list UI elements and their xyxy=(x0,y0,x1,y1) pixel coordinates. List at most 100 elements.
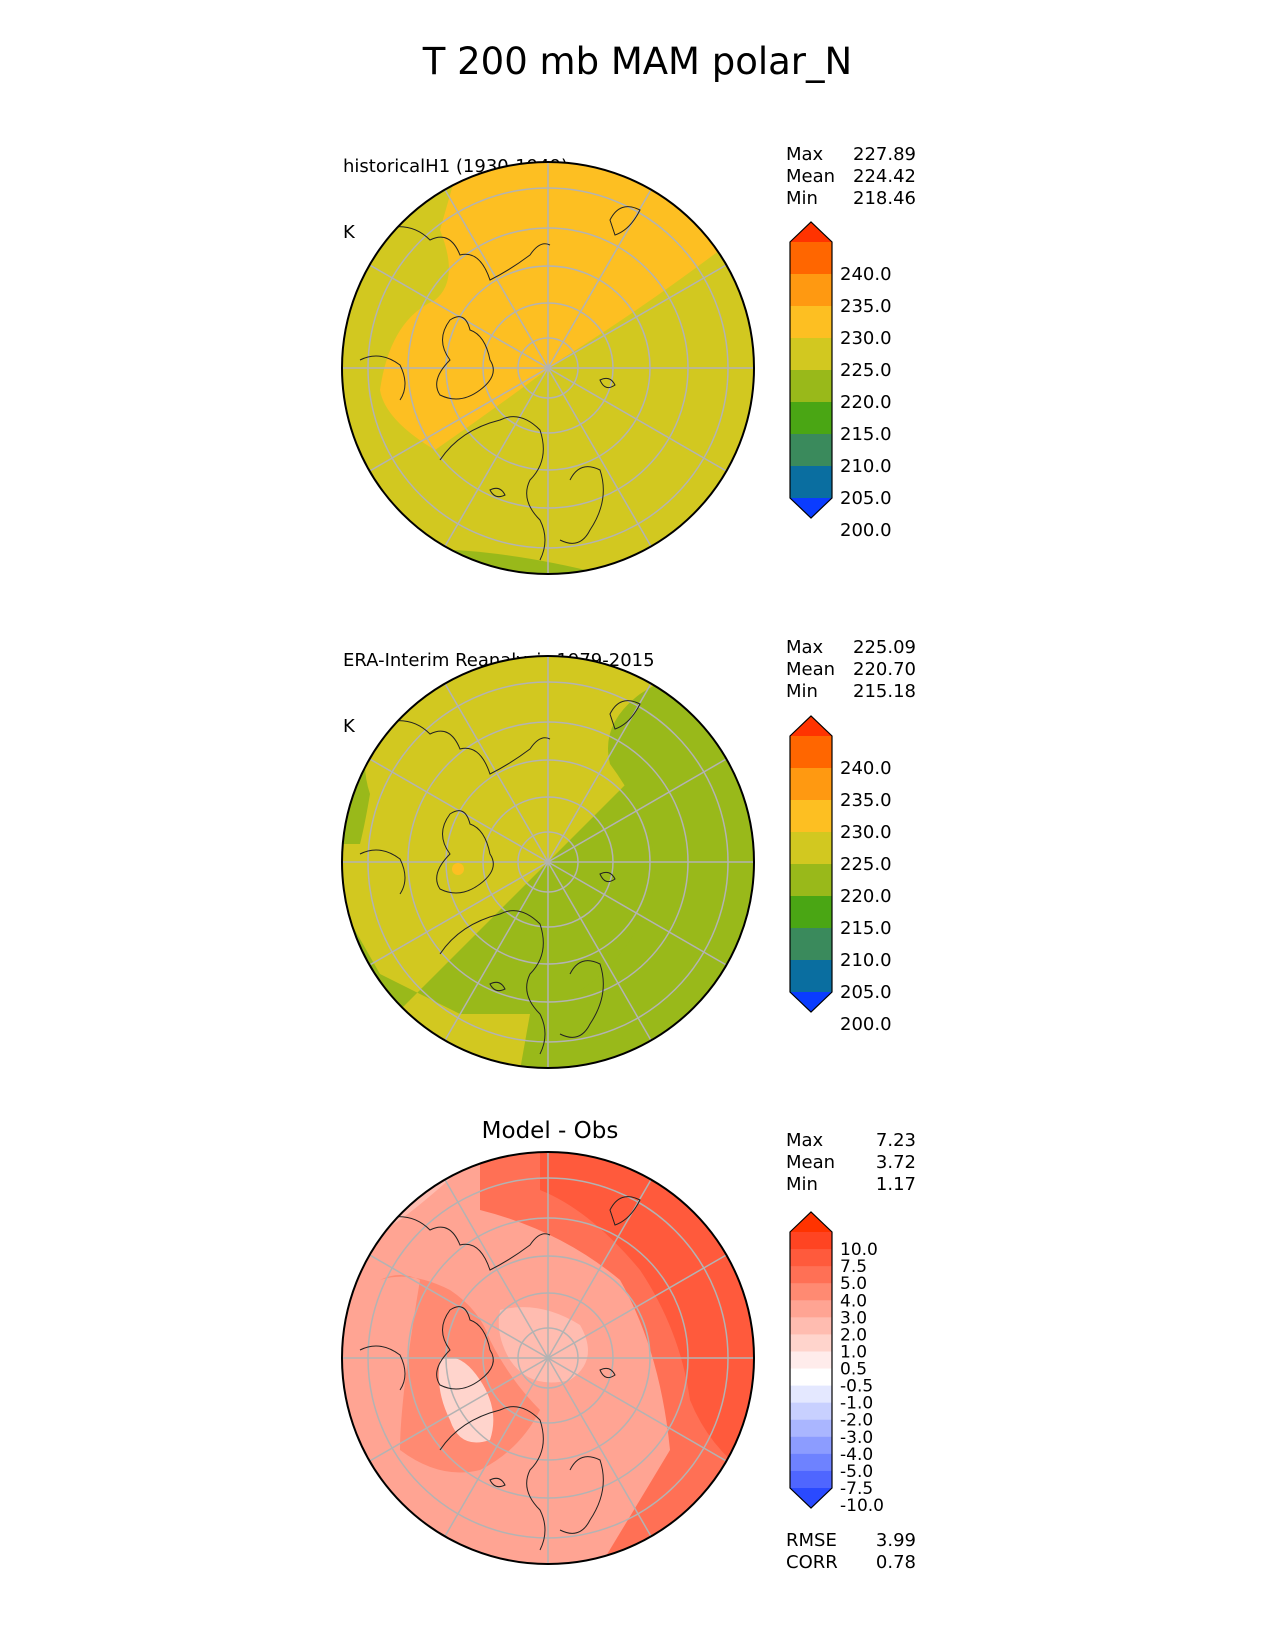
colorbar-tick-label: -4.0 xyxy=(840,1445,873,1465)
graticule xyxy=(342,1152,754,1564)
colorbar-extend-max xyxy=(790,1212,832,1232)
colorbar-band xyxy=(790,1232,832,1250)
colorbar-band xyxy=(790,1266,832,1284)
colorbar-tick-label: 0.5 xyxy=(840,1360,867,1380)
colorbar-band xyxy=(790,402,832,435)
region-215-220-east xyxy=(530,656,754,1068)
stat-mean: Mean 220.70 xyxy=(786,659,916,680)
stat-min: Min 215.18 xyxy=(786,681,916,702)
figure-title: T 200 mb MAM polar_N xyxy=(422,40,853,83)
colorbar-tick-label: 220.0 xyxy=(840,886,892,907)
colorbar-tick-label: 1.0 xyxy=(840,1342,867,1362)
panel-diff-stats: Max 7.23 Mean 3.72 Min 1.17 xyxy=(786,1130,916,1196)
panel-reference-stats: Max 225.09 Mean 220.70 Min 215.18 xyxy=(786,637,916,703)
stat-max: Max 227.89 xyxy=(786,144,916,165)
coastlines xyxy=(359,700,641,1055)
colorbar-band xyxy=(790,1283,832,1301)
colorbar-tick-label: 225.0 xyxy=(840,854,892,875)
colorbar-band xyxy=(790,1334,832,1352)
coastlines xyxy=(359,1196,641,1551)
colorbar-tick-label: 230.0 xyxy=(840,822,892,843)
colorbar-tick-label: 220.0 xyxy=(840,392,892,413)
colorbar-band xyxy=(790,896,832,929)
colorbar-band xyxy=(790,434,832,467)
colorbar-outline xyxy=(789,221,833,519)
panel-test-colorbar: 240.0 235.0 230.0 225.0 220.0 215.0 210.0 205.0… xyxy=(789,221,892,541)
colorbar-tick-label: 240.0 xyxy=(840,264,892,285)
panel-reference-colorbar: 240.0 235.0 230.0 225.0 220.0 215.0 210.0 205.0… xyxy=(789,715,892,1035)
colorbar-extend-min xyxy=(790,992,832,1012)
colorbar-tick-label: 4.0 xyxy=(840,1291,867,1311)
colorbar-outline xyxy=(789,1211,833,1509)
colorbar-tick-label: 230.0 xyxy=(840,328,892,349)
colorbar-band xyxy=(790,1470,832,1489)
colorbar-band xyxy=(790,1317,832,1335)
colorbar-tick-label: -3.0 xyxy=(840,1428,873,1448)
colorbar-tick-label: 205.0 xyxy=(840,982,892,1003)
region-225-230 xyxy=(380,162,720,450)
colorbar-tick-label: 5.0 xyxy=(840,1274,867,1294)
stat-min: Min 1.17 xyxy=(786,1174,916,1195)
colorbar-tick-label: -7.5 xyxy=(840,1479,873,1499)
colorbar-tick-label: -0.5 xyxy=(840,1377,873,1397)
metric-rmse: RMSE 3.99 xyxy=(786,1530,916,1551)
panel-diff-colorbar: 10.07.55.04.03.02.01.00.5-0.5-1.0-2.0-3.… xyxy=(789,1211,884,1516)
region-225-230 xyxy=(452,863,464,875)
colorbar-tick-label: 2.0 xyxy=(840,1325,867,1345)
colorbar-band xyxy=(790,1436,832,1455)
colorbar-band xyxy=(790,800,832,833)
colorbar-extend-max xyxy=(790,222,832,242)
colorbar-band xyxy=(790,1368,832,1387)
map-boundary xyxy=(341,655,755,1069)
colorbar-band xyxy=(790,768,832,801)
colorbar-band xyxy=(790,1351,832,1370)
colorbar-tick-label: -10.0 xyxy=(840,1496,884,1516)
region-5-7.5 xyxy=(540,1152,754,1480)
colorbar-extend-max xyxy=(790,716,832,736)
colorbar-band xyxy=(790,274,832,307)
panel-diff-title: Model - Obs xyxy=(481,1118,619,1144)
panel-reference-map xyxy=(341,655,755,1069)
colorbar-band xyxy=(790,1453,832,1472)
colorbar-tick-label: 10.0 xyxy=(840,1240,878,1260)
colorbar-tick-label: 7.5 xyxy=(840,1257,867,1277)
colorbar-tick-label: 3.0 xyxy=(840,1308,867,1328)
colorbar-band xyxy=(790,370,832,403)
colorbar-tick-label: 210.0 xyxy=(840,950,892,971)
colorbar-tick-label: 210.0 xyxy=(840,456,892,477)
stat-mean: Mean 224.42 xyxy=(786,166,916,187)
colorbar-tick-label: 240.0 xyxy=(840,758,892,779)
panel-diff-map xyxy=(341,1151,755,1565)
stat-max: Max 7.23 xyxy=(786,1130,916,1151)
metric-corr: CORR 0.78 xyxy=(786,1552,916,1573)
colorbar-band xyxy=(790,1385,832,1404)
colorbar-band xyxy=(790,1249,832,1267)
colorbar-tick-label: 205.0 xyxy=(840,488,892,509)
colorbar-band xyxy=(790,306,832,339)
coastlines xyxy=(359,206,641,561)
map-boundary xyxy=(341,1151,755,1565)
panel-reference-units: K xyxy=(343,716,355,737)
colorbar-band xyxy=(790,832,832,865)
colorbar-tick-label: 200.0 xyxy=(840,520,892,541)
stat-max: Max 225.09 xyxy=(786,637,916,658)
colorbar-band xyxy=(790,1419,832,1438)
panel-test-stats: Max 227.89 Mean 224.42 Min 218.46 xyxy=(786,144,916,210)
colorbar-tick-label: 215.0 xyxy=(840,424,892,445)
colorbar-band xyxy=(790,928,832,961)
region-0.5-1 xyxy=(438,1357,494,1443)
colorbar-band xyxy=(790,960,832,993)
colorbar-tick-label: 215.0 xyxy=(840,918,892,939)
panel-diff-metrics: RMSE 3.99 CORR 0.78 xyxy=(786,1530,916,1574)
map-boundary xyxy=(341,161,755,575)
colorbar-tick-label: -5.0 xyxy=(840,1462,873,1482)
colorbar-tick-label: 200.0 xyxy=(840,1014,892,1035)
colorbar-extend-min xyxy=(790,1488,832,1508)
colorbar-band xyxy=(790,1402,832,1421)
colorbar-tick-label: -1.0 xyxy=(840,1394,873,1414)
colorbar-band xyxy=(790,338,832,371)
colorbar-tick-label: -2.0 xyxy=(840,1411,873,1431)
colorbar-tick-label: 235.0 xyxy=(840,296,892,317)
graticule xyxy=(342,656,754,1068)
stat-mean: Mean 3.72 xyxy=(786,1152,916,1173)
